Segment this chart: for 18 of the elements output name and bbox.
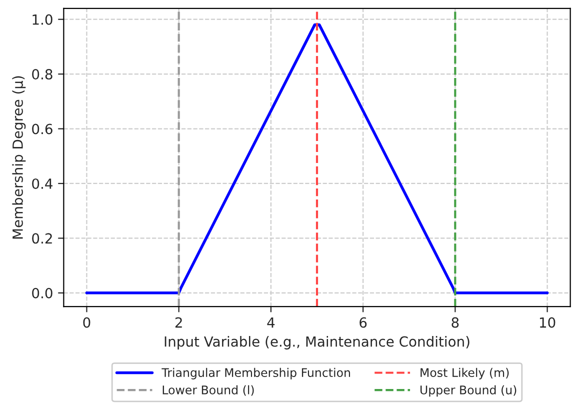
y-tick-label: 0.2 (32, 233, 52, 244)
x-tick-label: 4 (267, 317, 275, 328)
y-tick-label: 0.6 (32, 124, 52, 134)
y-tick-label: 0.4 (32, 178, 52, 189)
x-tick-label: 6 (360, 317, 367, 328)
x-tick-label: 2 (175, 317, 182, 328)
legend-label: Upper Bound (u) (420, 385, 516, 397)
x-axis-title: Input Variable (e.g., Maintenance Condition) (164, 336, 470, 350)
y-axis-title: Membership Degree (μ) (12, 76, 26, 239)
legend-label: Triangular Membership Function (162, 368, 350, 380)
y-tick-label: 1.0 (32, 14, 52, 25)
y-tick-label: 0.8 (32, 69, 52, 80)
legend-label: Lower Bound (l) (162, 385, 254, 396)
legend-label: Most Likely (m) (420, 368, 509, 380)
x-tick-label: 10 (540, 317, 556, 328)
x-tick-label: 8 (452, 317, 459, 328)
y-tick-label: 0.0 (32, 288, 52, 298)
x-tick-label: 0 (83, 317, 90, 328)
